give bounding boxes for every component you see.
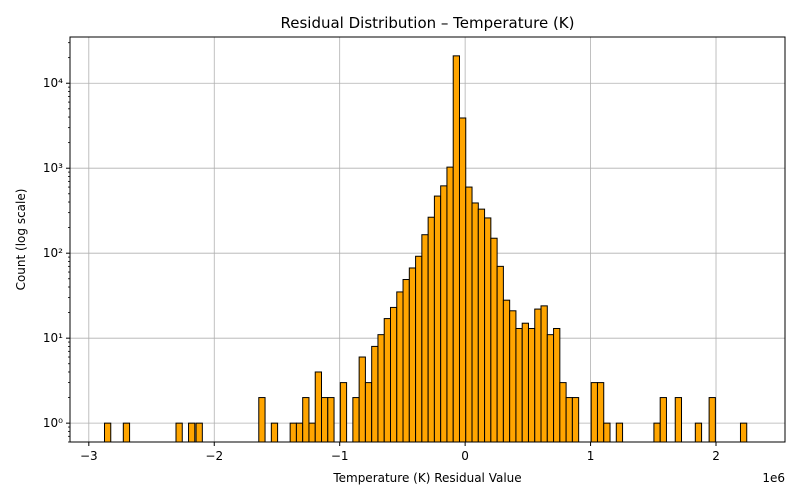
histogram-bar — [270, 422, 279, 443]
y-tick-label: 10⁴ — [43, 76, 63, 90]
histogram-bar — [377, 334, 385, 443]
y-tick-label: 10⁰ — [43, 416, 63, 430]
y-tick-label: 10³ — [43, 161, 63, 175]
histogram-bar — [458, 117, 467, 443]
histogram-bar — [590, 382, 598, 443]
histogram-bar — [402, 279, 410, 443]
histogram-bar — [603, 422, 611, 443]
histogram-bar — [408, 267, 417, 443]
histogram-bar — [509, 310, 517, 443]
histogram-bar — [415, 255, 423, 443]
histogram-bar — [452, 55, 460, 443]
histogram-bar — [615, 422, 624, 443]
histogram-bar — [553, 327, 561, 443]
histogram-bar — [527, 327, 536, 443]
y-tick-label: 10¹ — [43, 331, 63, 345]
histogram-bar — [674, 397, 683, 443]
histogram-bar — [289, 422, 297, 443]
chart-title: Residual Distribution – Temperature (K) — [281, 14, 575, 32]
histogram-bar — [188, 422, 196, 443]
histogram-bar — [484, 217, 492, 443]
histogram-bar — [321, 397, 329, 443]
histogram-bar — [396, 291, 404, 443]
histogram-bar — [596, 382, 605, 443]
histogram-bar — [122, 422, 131, 443]
bars — [103, 55, 748, 443]
histogram-bar — [502, 299, 511, 443]
plot-frame — [69, 36, 786, 443]
histogram-bar — [433, 195, 442, 443]
histogram-bar — [383, 318, 391, 443]
histogram-bar — [258, 397, 266, 443]
y-tick-label: 10² — [43, 246, 63, 260]
histogram-bar — [496, 265, 504, 443]
histogram-bar — [694, 422, 703, 443]
histogram-bar — [195, 422, 203, 443]
histogram-bar — [653, 422, 661, 443]
histogram-bar — [364, 382, 373, 443]
histogram-bar — [477, 208, 486, 443]
histogram-bar — [565, 397, 573, 443]
histogram-bar — [308, 422, 316, 443]
histogram-bar — [175, 422, 183, 443]
x-tick-label: 0 — [461, 449, 469, 463]
histogram-bar — [421, 234, 429, 443]
histogram-bar — [571, 397, 580, 443]
histogram-bar — [339, 382, 348, 443]
x-tick-label: −2 — [205, 449, 223, 463]
histogram-bar — [540, 305, 548, 443]
histogram-bar — [534, 308, 542, 443]
histogram-bar — [314, 371, 323, 443]
x-axis-label: Temperature (K) Residual Value — [332, 471, 521, 485]
histogram-bar — [302, 397, 310, 443]
x-tick-label: −3 — [80, 449, 98, 463]
x-offset-label: 1e6 — [762, 471, 785, 485]
y-axis-label: Count (log scale) — [14, 189, 28, 291]
histogram-bar — [739, 422, 748, 443]
histogram-bar — [559, 382, 567, 443]
x-tick-label: 2 — [712, 449, 720, 463]
histogram-bar — [471, 202, 479, 443]
histogram-bar — [659, 397, 667, 443]
histogram-bar — [465, 186, 473, 443]
histogram-bar — [371, 345, 379, 443]
histogram-bar — [295, 422, 304, 443]
histogram-bar — [389, 306, 398, 443]
histogram-bar — [490, 237, 498, 443]
histogram-bar — [708, 397, 716, 443]
histogram-bar — [358, 356, 366, 443]
histogram-bar — [103, 422, 112, 443]
histogram-bar — [352, 397, 360, 443]
histogram-bar — [515, 327, 523, 443]
histogram-bar — [521, 322, 529, 443]
x-tick-label: −1 — [331, 449, 349, 463]
ticks: −3 −2 −1 0 1 2 10⁰ 10¹ 10² 10³ 10⁴ — [43, 42, 720, 463]
histogram-bar — [427, 216, 435, 443]
histogram-bar — [546, 334, 555, 443]
x-tick-label: 1 — [587, 449, 595, 463]
histogram-bar — [446, 166, 454, 443]
histogram-bar — [327, 397, 335, 443]
histogram-bar — [440, 185, 448, 443]
